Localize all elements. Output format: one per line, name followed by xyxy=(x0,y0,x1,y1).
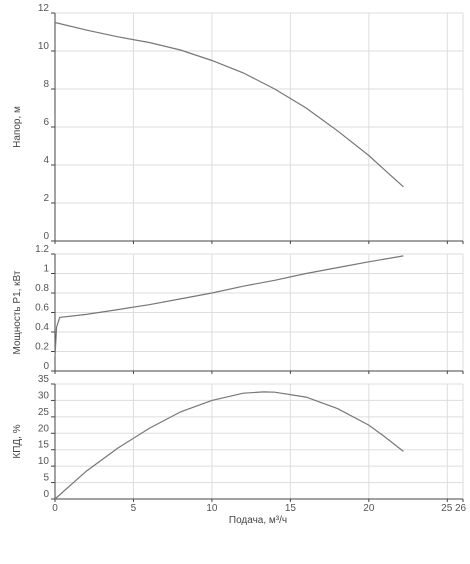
head-ytick-label-3: 6 xyxy=(43,117,49,128)
eff-ytick-label-5: 25 xyxy=(38,407,50,418)
head-ytick-label-1: 2 xyxy=(43,193,49,204)
eff-ytick-label-1: 5 xyxy=(43,473,49,484)
head-y-axis-title: Напор, м xyxy=(12,106,23,148)
x-axis-title: Подача, м³/ч xyxy=(229,515,287,526)
eff-ytick-label-0: 0 xyxy=(43,489,49,500)
eff-y-axis-title: КПД, % xyxy=(12,424,23,458)
eff-xtick-label-1: 5 xyxy=(131,503,137,514)
power-ytick-label-5: 1 xyxy=(43,264,49,275)
head-ytick-label-6: 12 xyxy=(38,3,50,14)
head-curve-0 xyxy=(54,21,404,188)
eff-ytick-label-6: 30 xyxy=(38,390,50,401)
head-ytick-label-2: 4 xyxy=(43,155,49,166)
eff-curve-0 xyxy=(54,391,404,500)
eff-ytick-label-4: 20 xyxy=(38,423,50,434)
eff-ytick-label-3: 15 xyxy=(38,440,50,451)
eff-ytick-label-7: 35 xyxy=(38,374,50,385)
power-ytick-label-0: 0 xyxy=(43,361,49,372)
eff-xtick-label-0: 0 xyxy=(52,503,58,514)
eff-xtick-label-2: 10 xyxy=(206,503,218,514)
eff-xtick-label-5: 25 xyxy=(441,503,453,514)
power-ytick-label-1: 0.2 xyxy=(35,342,49,353)
head-ytick-label-5: 10 xyxy=(38,41,50,52)
power-ytick-label-2: 0.4 xyxy=(35,322,49,333)
eff-xtick-label-3: 15 xyxy=(285,503,297,514)
eff-xtick-label-6: 26 xyxy=(455,503,467,514)
eff-ytick-label-2: 10 xyxy=(38,456,50,467)
power-panel: 0 0.2 0.4 0.6 0.8 1 1.2 Мощность P1, кВт xyxy=(12,244,464,374)
eff-xtick-label-4: 20 xyxy=(363,503,375,514)
head-panel: 0 2 4 6 8 10 12 Напор, м xyxy=(12,3,464,244)
head-ytick-label-0: 0 xyxy=(43,231,49,242)
head-ytick-label-4: 8 xyxy=(43,79,49,90)
power-y-axis-title: Мощность P1, кВт xyxy=(12,270,23,354)
power-curve-0 xyxy=(54,255,404,357)
power-ytick-label-6: 1.2 xyxy=(35,244,49,255)
power-ytick-label-3: 0.6 xyxy=(35,303,49,314)
power-ytick-label-4: 0.8 xyxy=(35,283,49,294)
